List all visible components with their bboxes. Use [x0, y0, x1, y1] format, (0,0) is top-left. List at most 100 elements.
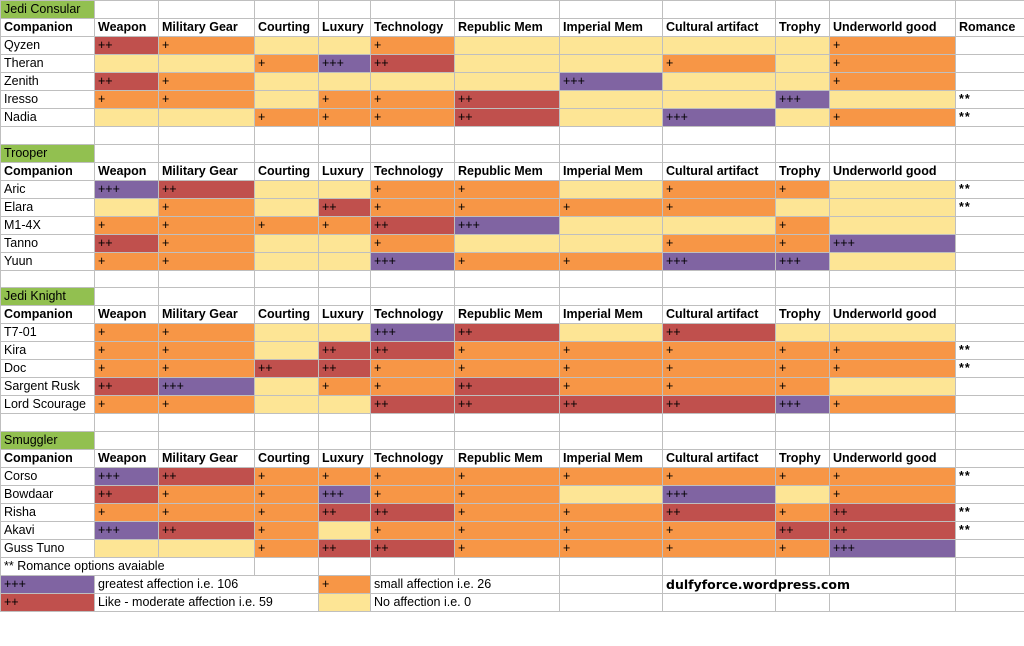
- empty-cell[interactable]: [955, 161, 1024, 181]
- empty-cell[interactable]: [94, 431, 159, 451]
- affection-cell[interactable]: +: [318, 377, 371, 397]
- empty-cell[interactable]: [370, 287, 455, 307]
- empty-cell[interactable]: [955, 305, 1024, 325]
- affection-cell[interactable]: ++: [454, 90, 560, 109]
- column-header[interactable]: Republic Mem: [454, 18, 560, 37]
- affection-cell[interactable]: +++: [559, 72, 663, 91]
- column-header[interactable]: Military Gear: [158, 18, 255, 37]
- empty-cell[interactable]: [94, 269, 159, 289]
- affection-cell[interactable]: +: [94, 215, 159, 235]
- affection-cell[interactable]: [158, 54, 255, 73]
- column-header[interactable]: Luxury: [318, 305, 371, 325]
- empty-cell[interactable]: [559, 143, 663, 163]
- romance-cell[interactable]: **: [955, 108, 1024, 127]
- affection-cell[interactable]: [454, 233, 560, 253]
- affection-cell[interactable]: [454, 36, 560, 55]
- empty-cell[interactable]: [318, 557, 371, 577]
- affection-cell[interactable]: +: [559, 359, 663, 379]
- affection-cell[interactable]: +++: [829, 539, 956, 559]
- empty-cell[interactable]: [829, 557, 956, 577]
- romance-cell[interactable]: [955, 323, 1024, 343]
- empty-cell[interactable]: [318, 0, 371, 19]
- companion-name[interactable]: T7-01: [0, 323, 95, 343]
- column-header[interactable]: Cultural artifact: [662, 449, 776, 469]
- affection-cell[interactable]: +: [94, 359, 159, 379]
- affection-cell[interactable]: [829, 179, 956, 199]
- empty-cell[interactable]: [559, 269, 663, 289]
- affection-cell[interactable]: +: [454, 359, 560, 379]
- legend-small-swatch[interactable]: +: [318, 575, 371, 595]
- empty-cell[interactable]: [254, 269, 319, 289]
- companion-name[interactable]: Nadia: [0, 108, 95, 127]
- section-title[interactable]: Smuggler: [0, 431, 95, 451]
- empty-cell[interactable]: [955, 575, 1024, 595]
- empty-cell[interactable]: [454, 0, 560, 19]
- empty-cell[interactable]: [158, 269, 255, 289]
- affection-cell[interactable]: ++: [775, 521, 830, 541]
- affection-cell[interactable]: ++: [318, 197, 371, 217]
- affection-cell[interactable]: +: [254, 215, 319, 235]
- affection-cell[interactable]: [829, 251, 956, 271]
- affection-cell[interactable]: +: [829, 395, 956, 415]
- affection-cell[interactable]: +: [775, 539, 830, 559]
- affection-cell[interactable]: [829, 90, 956, 109]
- affection-cell[interactable]: +: [775, 215, 830, 235]
- column-header[interactable]: Trophy: [775, 18, 830, 37]
- affection-cell[interactable]: +: [454, 503, 560, 523]
- romance-cell[interactable]: **: [955, 359, 1024, 379]
- affection-cell[interactable]: [775, 108, 830, 127]
- empty-cell[interactable]: [662, 143, 776, 163]
- affection-cell[interactable]: +: [94, 503, 159, 523]
- column-header[interactable]: Luxury: [318, 449, 371, 469]
- column-header[interactable]: Republic Mem: [454, 449, 560, 469]
- affection-cell[interactable]: [559, 54, 663, 73]
- empty-cell[interactable]: [829, 269, 956, 289]
- empty-cell[interactable]: [775, 557, 830, 577]
- column-header[interactable]: Underworld good: [829, 161, 956, 181]
- empty-cell[interactable]: [662, 287, 776, 307]
- column-header[interactable]: Underworld good: [829, 305, 956, 325]
- affection-cell[interactable]: [829, 197, 956, 217]
- affection-cell[interactable]: ++: [370, 395, 455, 415]
- affection-cell[interactable]: [775, 36, 830, 55]
- empty-cell[interactable]: [559, 431, 663, 451]
- empty-cell[interactable]: [94, 287, 159, 307]
- romance-cell[interactable]: [955, 251, 1024, 271]
- affection-cell[interactable]: ++: [454, 323, 560, 343]
- empty-cell[interactable]: [318, 126, 371, 145]
- column-header[interactable]: Military Gear: [158, 161, 255, 181]
- romance-cell[interactable]: **: [955, 503, 1024, 523]
- column-header[interactable]: Underworld good: [829, 18, 956, 37]
- affection-cell[interactable]: +: [454, 467, 560, 487]
- empty-cell[interactable]: [559, 575, 663, 595]
- affection-cell[interactable]: +: [454, 539, 560, 559]
- affection-cell[interactable]: +: [370, 521, 455, 541]
- empty-cell[interactable]: [775, 269, 830, 289]
- affection-cell[interactable]: +: [94, 395, 159, 415]
- affection-cell[interactable]: [559, 36, 663, 55]
- affection-cell[interactable]: +: [662, 467, 776, 487]
- empty-cell[interactable]: [158, 143, 255, 163]
- affection-cell[interactable]: +: [254, 54, 319, 73]
- legend-like-swatch[interactable]: ++: [0, 593, 95, 613]
- column-header[interactable]: Republic Mem: [454, 161, 560, 181]
- empty-cell[interactable]: [370, 143, 455, 163]
- empty-cell[interactable]: [158, 431, 255, 451]
- empty-cell[interactable]: [318, 431, 371, 451]
- affection-cell[interactable]: +: [662, 197, 776, 217]
- empty-cell[interactable]: [254, 431, 319, 451]
- affection-cell[interactable]: +: [829, 36, 956, 55]
- affection-cell[interactable]: [454, 54, 560, 73]
- empty-cell[interactable]: [955, 126, 1024, 145]
- affection-cell[interactable]: +: [254, 108, 319, 127]
- affection-cell[interactable]: +: [559, 341, 663, 361]
- affection-cell[interactable]: [829, 215, 956, 235]
- romance-cell[interactable]: [955, 36, 1024, 55]
- empty-cell[interactable]: [370, 126, 455, 145]
- empty-cell[interactable]: [955, 269, 1024, 289]
- empty-cell[interactable]: [775, 143, 830, 163]
- affection-cell[interactable]: +: [370, 179, 455, 199]
- affection-cell[interactable]: [559, 233, 663, 253]
- affection-cell[interactable]: +++: [370, 323, 455, 343]
- affection-cell[interactable]: +: [775, 179, 830, 199]
